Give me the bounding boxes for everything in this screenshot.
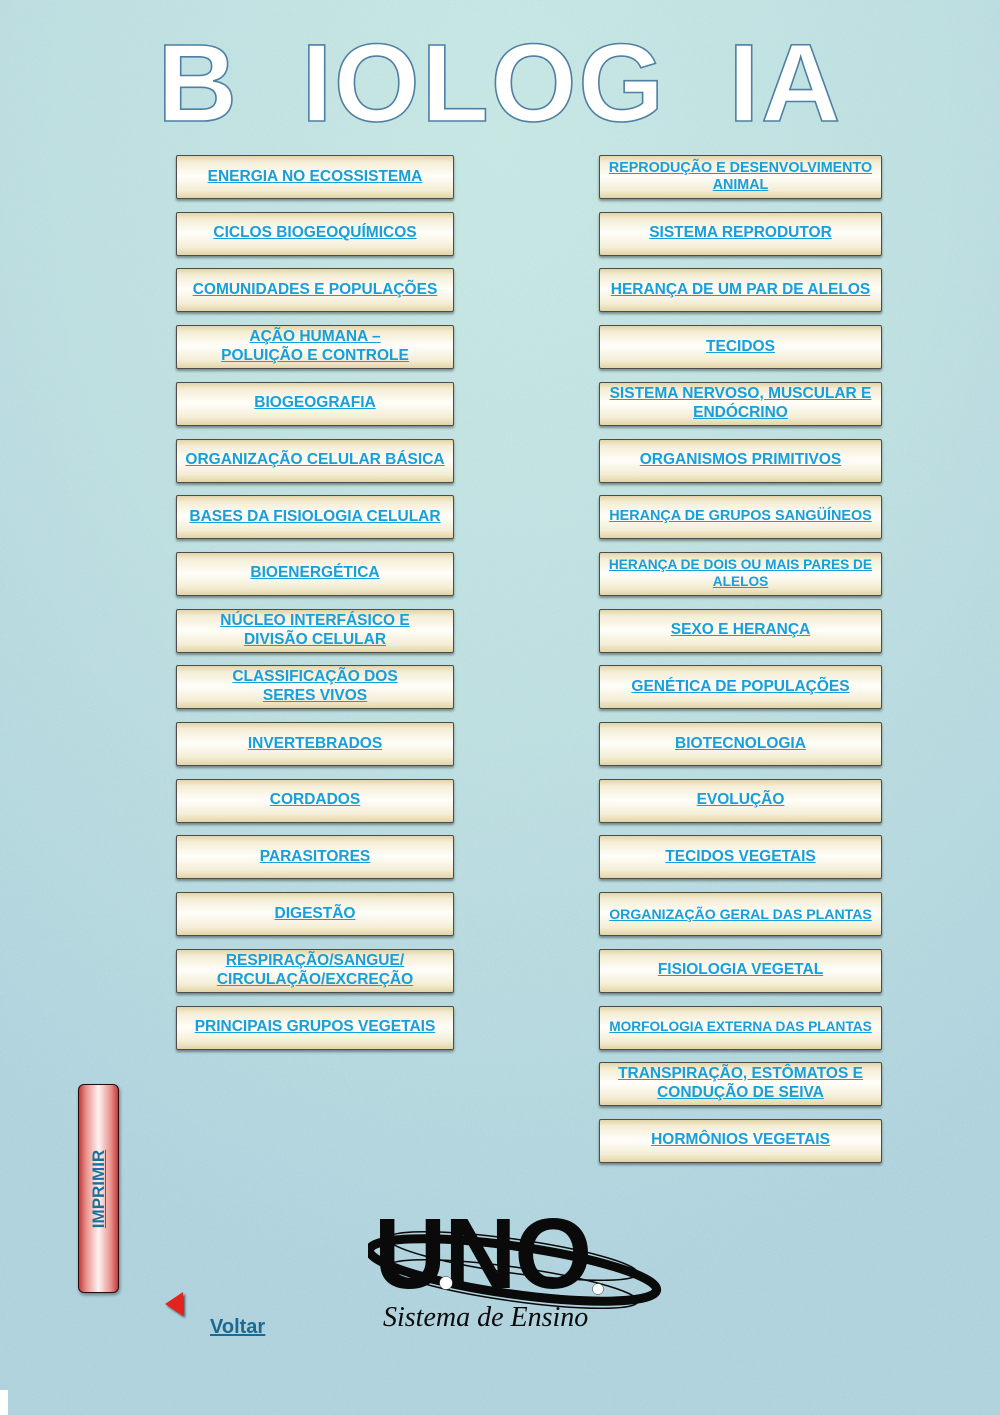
- svg-text:Sistema de Ensino: Sistema de Ensino: [383, 1302, 588, 1330]
